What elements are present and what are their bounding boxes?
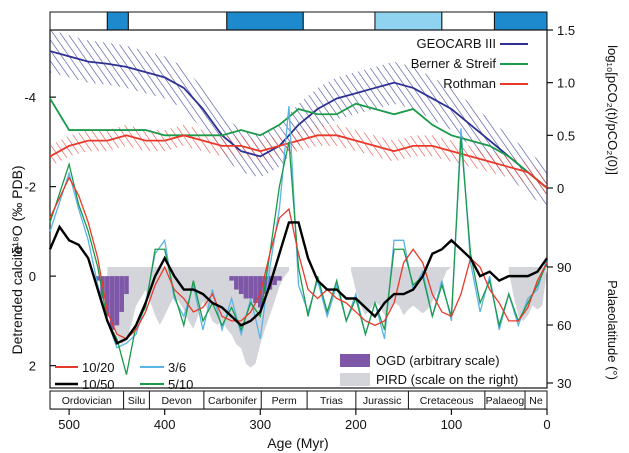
bottom-axis-tick-label: 200	[345, 417, 367, 432]
ogd-bar	[272, 276, 277, 286]
palaeolatitude-tick-label: 90	[557, 260, 571, 275]
ogd-bar	[234, 276, 239, 290]
timescale-segment-6	[441, 11, 495, 31]
timescale-segment-4	[302, 11, 376, 31]
ogd-bar	[95, 276, 101, 281]
period-label: Jurassic	[363, 395, 402, 407]
ogd-bar	[253, 276, 258, 303]
palaeolatitude-tick-label: 60	[557, 318, 571, 333]
timescale-segment-1	[106, 11, 129, 31]
left-axis-tick-label: -2	[24, 180, 36, 195]
left-axis-tick-label: 0	[29, 269, 36, 284]
timescale-segment-3	[226, 11, 304, 31]
period-label: Ordovician	[62, 395, 112, 407]
d18o-legend: 10/20 3/6 10/50 5/10	[55, 360, 193, 392]
period-label: Silu	[128, 395, 146, 407]
legend-1020-label: 10/20	[82, 360, 115, 375]
ogd-bar	[109, 276, 115, 330]
legend-pird-label: PIRD (scale on the right)	[376, 372, 518, 387]
right-axis-title-lower: Palaeolatitude (°)	[605, 280, 620, 380]
y-axis-title-upper: δ¹⁸O (‰ PDB)	[9, 165, 25, 254]
ogd-bar	[119, 276, 124, 312]
bottom-axis: 500 400 300 200 100 0	[50, 408, 551, 432]
ogd-bar	[229, 276, 234, 281]
period-label: Trias	[320, 395, 343, 407]
geocarb-uncertainty-band	[50, 30, 547, 210]
bottom-axis-tick-label: 0	[543, 417, 550, 432]
period-label: Cretaceous	[420, 395, 474, 407]
pird-area-1	[351, 267, 452, 316]
co2-uncertainty-layer	[50, 30, 547, 210]
bottom-axis-tick-label: 300	[249, 417, 271, 432]
legend-rothman-label: Rothman	[443, 76, 496, 91]
period-label: Carbonifer	[208, 395, 258, 407]
y-axis-title-lower: Detrended calcite	[9, 245, 25, 354]
ogd-bar	[248, 276, 254, 299]
legend-510-label: 5/10	[168, 377, 193, 392]
ogd-bar	[105, 276, 110, 317]
timescale-segment-2	[127, 11, 228, 31]
timescale-segment-0	[49, 11, 108, 31]
period-label: Ne	[529, 395, 543, 407]
period-row-frame	[49, 390, 548, 410]
ogd-pird-legend: OGD (arbitrary scale) PIRD (scale on the…	[340, 353, 518, 387]
legend-ogd-swatch	[340, 354, 370, 367]
d18o-series-layer	[48, 106, 548, 375]
timescale-segment-5	[374, 11, 443, 31]
right-axis-tick-label: 0.5	[557, 128, 575, 143]
legend-pird-swatch	[340, 373, 370, 386]
co2-legend: GEOCARB III Berner & Streif Rothman	[411, 36, 528, 91]
legend-geocarb-label: GEOCARB III	[417, 36, 496, 51]
bottom-axis-tick-label: 500	[58, 417, 80, 432]
period-label: Palaeog	[486, 395, 525, 407]
legend-berner-label: Berner & Streif	[411, 56, 497, 71]
x-axis-title: Age (Myr)	[267, 435, 328, 451]
timescale-band	[49, 11, 548, 31]
right-axis-tick-label: 0	[557, 181, 564, 196]
ogd-bar	[238, 276, 244, 295]
legend-ogd-label: OGD (arbitrary scale)	[376, 353, 500, 368]
d18o-series-10-50	[48, 221, 548, 345]
co2-series-geocarb-iii	[49, 50, 548, 189]
left-axis-tick-label: -4	[24, 90, 36, 105]
co2-series-rothman	[49, 134, 548, 189]
right-axis-title-upper: log₁₀[pCO₂(t)/pCO₂(0)]	[605, 45, 620, 175]
legend-36-label: 3/6	[168, 360, 186, 375]
period-label: Devon	[161, 395, 192, 407]
ogd-bar	[124, 276, 129, 295]
d18o-series-10-20	[49, 176, 548, 340]
bottom-axis-tick-label: 100	[441, 417, 463, 432]
period-label: Perm	[272, 395, 297, 407]
rothman-uncertainty-band	[50, 124, 547, 199]
ogd-bar	[114, 276, 120, 326]
right-axis: 1.5 1.0 0.5 0 90 60 30	[547, 23, 575, 391]
timescale-segment-7	[493, 11, 548, 31]
legend-1050-label: 10/50	[82, 377, 115, 392]
right-axis-tick-label: 1.0	[557, 76, 575, 91]
ogd-bar	[277, 276, 282, 281]
period-row: Ordovician Silu Devon Carbonifer Perm Trias Ju…	[49, 390, 548, 410]
left-axis: -4 -2 0 2	[24, 90, 56, 374]
left-axis-tick-label: 2	[29, 359, 36, 374]
palaeolatitude-tick-label: 30	[557, 376, 571, 391]
right-axis-tick-label: 1.5	[557, 23, 575, 38]
ogd-bar	[243, 276, 249, 299]
bottom-axis-tick-label: 400	[154, 417, 176, 432]
